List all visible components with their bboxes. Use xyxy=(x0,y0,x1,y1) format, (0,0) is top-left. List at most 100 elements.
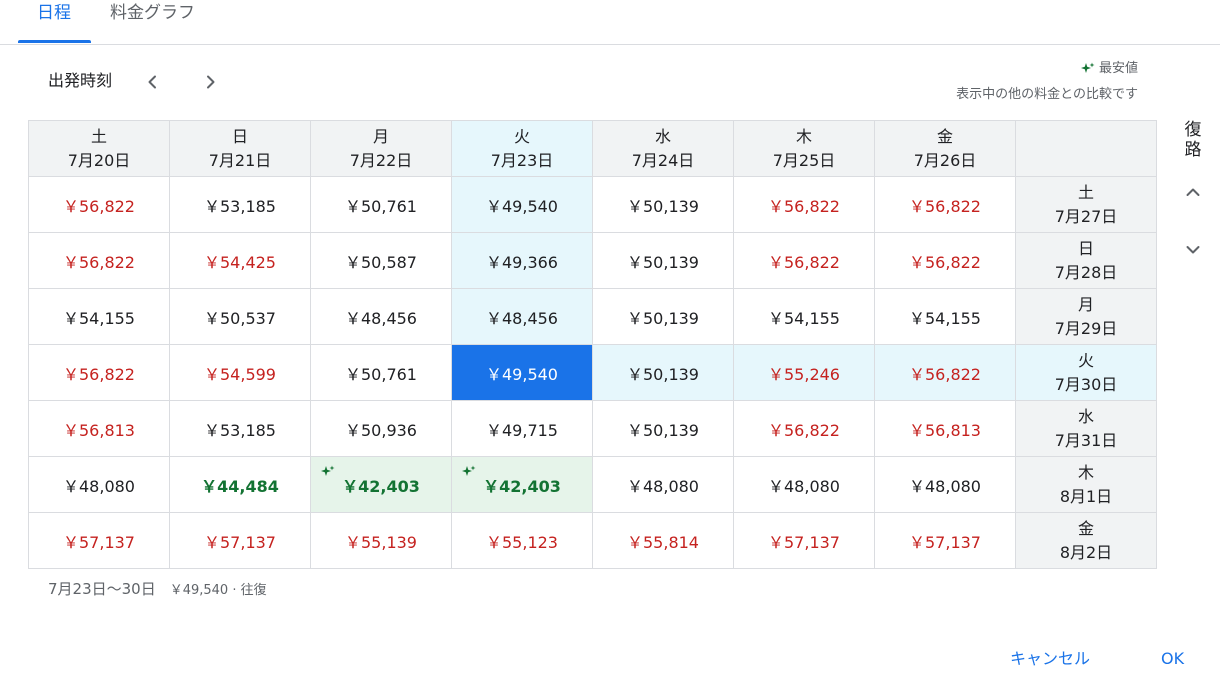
fare-price: ￥50,139 xyxy=(627,364,699,384)
fare-price: ￥56,813 xyxy=(63,420,135,440)
date-label: 8月2日 xyxy=(1059,542,1113,562)
fare-price: ￥48,080 xyxy=(627,476,699,496)
date-label: 7月29日 xyxy=(1054,318,1118,338)
fare-price: ￥57,137 xyxy=(909,532,981,552)
fare-cell[interactable]: ￥49,366 xyxy=(451,232,593,289)
fare-cell[interactable]: ￥55,814 xyxy=(592,512,734,569)
fare-row: ￥56,822 ￥54,425 ￥50,587 ￥49,366 ￥50,139 ￥56,8… xyxy=(28,232,1157,289)
departure-label: 出発時刻 xyxy=(48,71,113,90)
fare-cell[interactable]: ￥54,155 xyxy=(28,288,170,345)
fare-cell[interactable]: ￥56,822 xyxy=(733,232,875,289)
chevron-left-icon xyxy=(148,75,156,89)
fare-cell[interactable]: ￥50,936 xyxy=(310,400,452,457)
fare-cell[interactable]: ￥50,139 xyxy=(592,288,734,345)
fare-cell[interactable]: ￥56,822 xyxy=(28,176,170,233)
fare-cell[interactable]: ￥55,123 xyxy=(451,512,593,569)
sparkle-icon xyxy=(462,465,476,476)
fare-cell[interactable]: ￥48,080 xyxy=(874,456,1016,513)
next-week-button[interactable] xyxy=(196,68,224,96)
prev-return-button[interactable] xyxy=(1180,179,1206,205)
weekday-label: 土 xyxy=(1077,182,1094,202)
fare-cell[interactable]: ￥49,540 xyxy=(451,176,593,233)
return-date-header: 月 7月29日 xyxy=(1015,288,1157,345)
fare-cell[interactable]: ￥56,813 xyxy=(874,400,1016,457)
fare-cell[interactable]: ￥54,425 xyxy=(169,232,311,289)
fare-cell[interactable]: ￥44,484 xyxy=(169,456,311,513)
date-label: 7月27日 xyxy=(1054,206,1118,226)
fare-price: ￥50,139 xyxy=(627,308,699,328)
fare-cell[interactable]: ￥55,139 xyxy=(310,512,452,569)
fare-cell[interactable]: ￥56,822 xyxy=(874,176,1016,233)
fare-price: ￥56,822 xyxy=(768,252,840,272)
fare-price: ￥42,403 xyxy=(483,476,561,496)
fare-cell[interactable]: ￥50,761 xyxy=(310,176,452,233)
chevron-down-icon xyxy=(1186,246,1200,254)
fare-cell[interactable]: ￥50,761 xyxy=(310,344,452,401)
fare-cell[interactable]: ￥56,813 xyxy=(28,400,170,457)
weekday-label: 土 xyxy=(90,126,107,146)
fare-cell[interactable]: ￥56,822 xyxy=(28,344,170,401)
fare-cell[interactable]: ￥57,137 xyxy=(28,512,170,569)
fare-cell[interactable]: ￥53,185 xyxy=(169,400,311,457)
fare-price: ￥48,080 xyxy=(768,476,840,496)
fare-cell[interactable]: ￥42,403 xyxy=(310,456,452,513)
fare-price: ￥50,761 xyxy=(345,196,417,216)
fare-cell[interactable]: ￥50,139 xyxy=(592,400,734,457)
date-label: 7月30日 xyxy=(1054,374,1118,394)
prev-week-button[interactable] xyxy=(139,68,167,96)
date-label: 7月24日 xyxy=(631,150,695,170)
fare-price: ￥50,761 xyxy=(345,364,417,384)
fare-cell[interactable]: ￥48,080 xyxy=(733,456,875,513)
fare-cell[interactable]: ￥50,587 xyxy=(310,232,452,289)
fare-cell[interactable]: ￥57,137 xyxy=(733,512,875,569)
fare-cell-selected[interactable]: ￥49,540 xyxy=(451,344,593,401)
fare-cell[interactable]: ￥50,139 xyxy=(592,232,734,289)
fare-cell[interactable]: ￥56,822 xyxy=(874,344,1016,401)
weekday-label: 日 xyxy=(1077,238,1094,258)
fare-cell[interactable]: ￥50,139 xyxy=(592,344,734,401)
date-label: 7月20日 xyxy=(67,150,131,170)
fare-price: ￥50,537 xyxy=(204,308,276,328)
fare-cell[interactable]: ￥54,599 xyxy=(169,344,311,401)
fare-cell[interactable]: ￥56,822 xyxy=(733,400,875,457)
fare-cell[interactable]: ￥48,456 xyxy=(310,288,452,345)
fare-price: ￥53,185 xyxy=(204,420,276,440)
tab-price-graph[interactable]: 料金グラフ xyxy=(110,3,195,23)
fare-price: ￥57,137 xyxy=(768,532,840,552)
fare-cell[interactable]: ￥48,456 xyxy=(451,288,593,345)
fare-cell[interactable]: ￥42,403 xyxy=(451,456,593,513)
cancel-button[interactable]: キャンセル xyxy=(1010,649,1091,668)
return-date-header: 土 7月27日 xyxy=(1015,176,1157,233)
tab-schedule[interactable]: 日程 xyxy=(37,3,71,23)
fare-price: ￥50,139 xyxy=(627,196,699,216)
date-label: 7月23日 xyxy=(490,150,554,170)
fare-cell[interactable]: ￥50,139 xyxy=(592,176,734,233)
grid-corner xyxy=(1015,120,1157,177)
fare-cell[interactable]: ￥50,537 xyxy=(169,288,311,345)
fare-cell[interactable]: ￥56,822 xyxy=(733,176,875,233)
fare-row: ￥54,155 ￥50,537 ￥48,456 ￥48,456 ￥50,139 ￥54,1… xyxy=(28,288,1157,345)
fare-price: ￥56,822 xyxy=(63,364,135,384)
fare-cell[interactable]: ￥56,822 xyxy=(28,232,170,289)
next-return-button[interactable] xyxy=(1180,237,1206,263)
fare-cell[interactable]: ￥48,080 xyxy=(28,456,170,513)
fare-cell[interactable]: ￥56,822 xyxy=(874,232,1016,289)
fare-price: ￥53,185 xyxy=(204,196,276,216)
fare-cell[interactable]: ￥55,246 xyxy=(733,344,875,401)
ok-button[interactable]: OK xyxy=(1161,649,1185,668)
fare-price: ￥54,155 xyxy=(768,308,840,328)
fare-price: ￥49,540 xyxy=(486,364,558,384)
fare-cell[interactable]: ￥49,715 xyxy=(451,400,593,457)
fare-cell[interactable]: ￥54,155 xyxy=(733,288,875,345)
fare-cell[interactable]: ￥54,155 xyxy=(874,288,1016,345)
fare-cell[interactable]: ￥48,080 xyxy=(592,456,734,513)
fare-cell[interactable]: ￥57,137 xyxy=(169,512,311,569)
fare-price: ￥49,366 xyxy=(486,252,558,272)
fare-price: ￥56,822 xyxy=(768,420,840,440)
fare-cell[interactable]: ￥57,137 xyxy=(874,512,1016,569)
fare-price: ￥54,425 xyxy=(204,252,276,272)
departure-date-header: 水 7月24日 xyxy=(592,120,734,177)
weekday-label: 月 xyxy=(372,126,389,146)
date-label: 7月31日 xyxy=(1054,430,1118,450)
fare-cell[interactable]: ￥53,185 xyxy=(169,176,311,233)
